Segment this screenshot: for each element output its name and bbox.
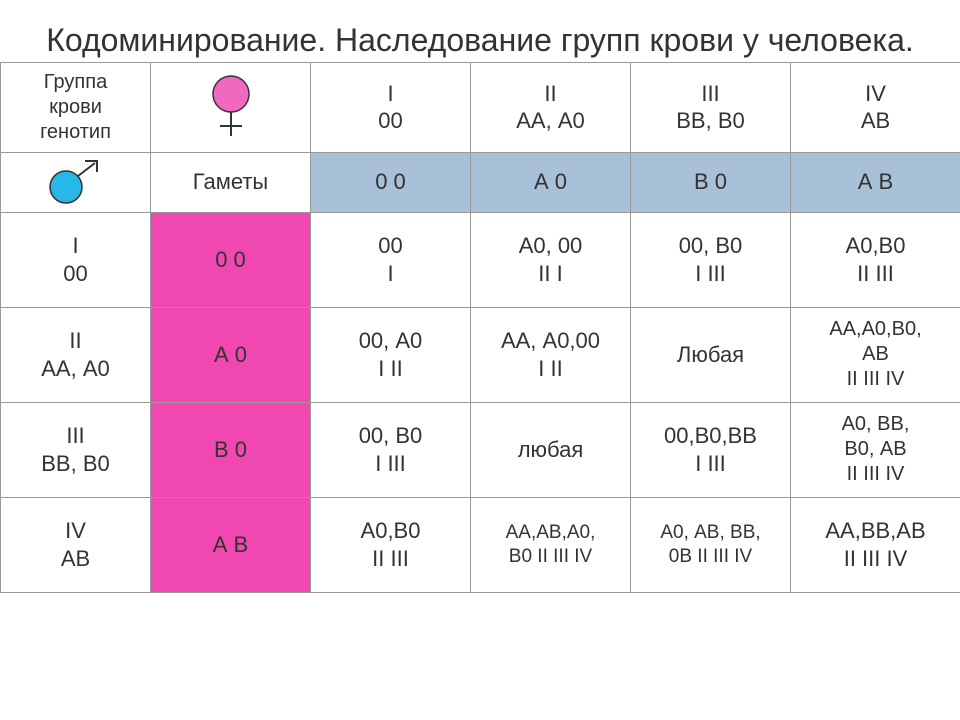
r3c1-l1: 00, В0 [359,422,423,450]
r4c1-l2: II III [372,545,409,573]
r4-h2: АВ [61,545,90,573]
col2-l1: II [544,80,556,108]
r1c2-l1: А0, 00 [519,232,583,260]
page-title: Кодоминирование. Наследование групп кров… [0,0,960,62]
r3c3: 00,В0,ВВ I III [631,403,791,498]
row3-gamete: В 0 [151,403,311,498]
r1c1-l2: I [387,260,393,288]
r1c2: А0, 00 II I [471,213,631,308]
r1c4-l1: А0,В0 [846,232,906,260]
corner-header: Группа крови генотип [1,63,151,153]
gametes-c2: А 0 [471,153,631,213]
r4c3-l2: 0В II III IV [669,545,752,569]
r1c3-l2: I III [695,260,726,288]
r2c4-l3: II III IV [847,367,905,392]
r4c4-l1: АА,ВВ,АВ [825,517,925,545]
corner-l2: крови [49,95,102,120]
r4c1-l1: А0,В0 [361,517,421,545]
col4-l2: АВ [861,107,890,135]
female-icon [206,72,256,142]
r4c2: АА,АВ,А0, В0 II III IV [471,498,631,593]
row1-gamete: 0 0 [151,213,311,308]
row2-header: II АА, А0 [1,308,151,403]
inheritance-table: Группа крови генотип I 00 II АА, А0 III … [0,62,960,593]
r4-h1: IV [65,517,86,545]
col1-l2: 00 [378,107,402,135]
r2c2-l1: АА, А0,00 [501,327,600,355]
r4c4-l2: II III IV [844,545,908,573]
r2c3: Любая [631,308,791,403]
r4c3-l1: А0, АВ, ВВ, [660,521,760,545]
r2c4-l1: АА,А0,В0, [829,317,921,342]
r3c4: А0, ВВ, В0, АВ II III IV [791,403,960,498]
row3-header: III ВВ, В0 [1,403,151,498]
r2c1: 00, А0 I II [311,308,471,403]
male-symbol-cell [1,153,151,213]
r2c1-l2: I II [378,355,402,383]
r4c4: АА,ВВ,АВ II III IV [791,498,960,593]
r2-h2: АА, А0 [41,355,109,383]
r3-h1: III [66,422,84,450]
r1c1: 00 I [311,213,471,308]
col-header-3: III ВВ, В0 [631,63,791,153]
r3c3-l1: 00,В0,ВВ [664,422,757,450]
gametes-c3: В 0 [631,153,791,213]
row4-header: IV АВ [1,498,151,593]
r1c3-l1: 00, В0 [679,232,743,260]
r3c4-l1: А0, ВВ, [842,412,910,437]
r4c2-l1: АА,АВ,А0, [506,521,596,545]
col4-l1: IV [865,80,886,108]
female-symbol-cell [151,63,311,153]
row4-gamete: А В [151,498,311,593]
r3c4-l3: II III IV [847,462,905,487]
r4c2-l2: В0 II III IV [509,545,592,569]
col-header-1: I 00 [311,63,471,153]
row2-gamete: А 0 [151,308,311,403]
r1c3: 00, В0 I III [631,213,791,308]
col-header-2: II АА, А0 [471,63,631,153]
r3c4-l2: В0, АВ [844,437,906,462]
corner-l1: Группа [44,70,107,95]
r1-h2: 00 [63,260,87,288]
male-icon [41,157,111,207]
r3c2-l1: любая [518,436,584,464]
row1-header: I 00 [1,213,151,308]
r2c2: АА, А0,00 I II [471,308,631,403]
r1c1-l1: 00 [378,232,402,260]
gametes-c1: 0 0 [311,153,471,213]
r3c2: любая [471,403,631,498]
col3-l2: ВВ, В0 [676,107,744,135]
r3c1: 00, В0 I III [311,403,471,498]
r3c3-l2: I III [695,450,726,478]
col1-l1: I [387,80,393,108]
col-header-4: IV АВ [791,63,960,153]
r2c4: АА,А0,В0, АВ II III IV [791,308,960,403]
r2-h1: II [69,327,81,355]
r2c3-l1: Любая [677,341,744,369]
r3c1-l2: I III [375,450,406,478]
r4c1: А0,В0 II III [311,498,471,593]
r2c4-l2: АВ [862,342,889,367]
r2c2-l2: I II [538,355,562,383]
r3-h2: ВВ, В0 [41,450,109,478]
r1c4-l2: II III [857,260,894,288]
col3-l1: III [701,80,719,108]
gametes-c4: А В [791,153,960,213]
corner-l3: генотип [40,120,111,145]
r2c1-l1: 00, А0 [359,327,423,355]
r1c4: А0,В0 II III [791,213,960,308]
r1-h1: I [72,232,78,260]
col2-l2: АА, А0 [516,107,584,135]
r4c3: А0, АВ, ВВ, 0В II III IV [631,498,791,593]
r1c2-l2: II I [538,260,562,288]
gametes-label: Гаметы [151,153,311,213]
